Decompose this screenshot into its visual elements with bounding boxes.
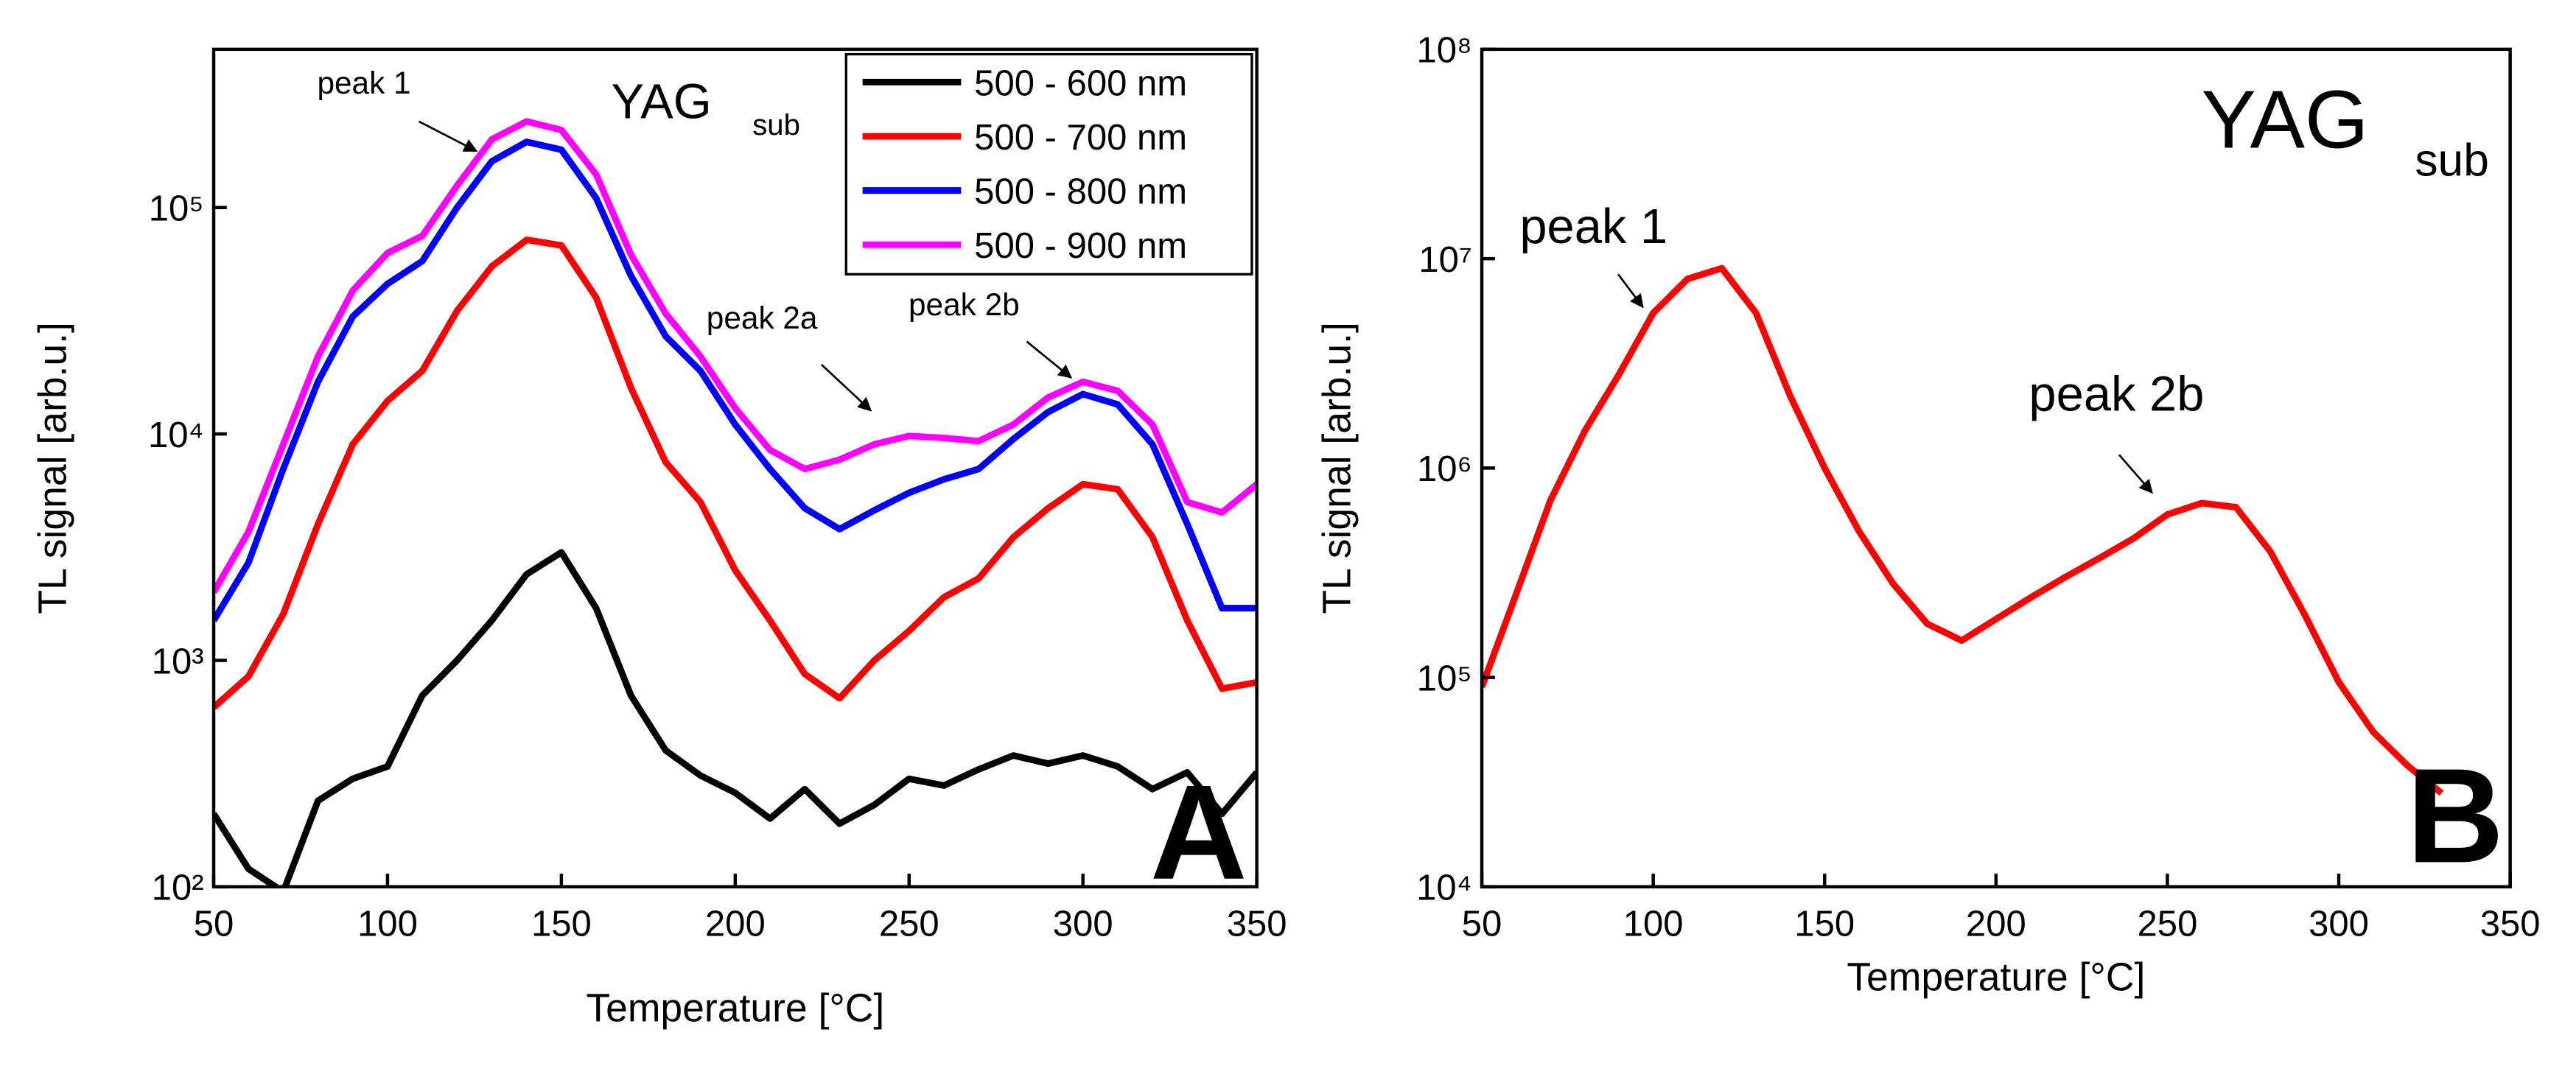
annotation-arrow xyxy=(2118,454,2153,494)
x-tick-label: 150 xyxy=(1794,905,1855,944)
x-tick-label: 350 xyxy=(1227,905,1287,944)
chart-title-subscript: sub xyxy=(752,108,800,141)
plot-lines xyxy=(1482,264,2444,796)
y-tick-label: 10⁸ xyxy=(1416,31,1471,71)
y-tick-label: 10⁶ xyxy=(1417,449,1472,489)
y-axis-label: TL signal [arb.u.] xyxy=(1316,322,1359,614)
annotation: peak 2b xyxy=(2029,366,2204,421)
plot-frame xyxy=(1480,47,2512,889)
chart-title: YAG xyxy=(2202,74,2369,166)
legend-label: 500 - 700 nm xyxy=(974,118,1187,158)
y-axis-label: TL signal [arb.u.] xyxy=(31,322,74,614)
y-tick-label: 10⁵ xyxy=(1417,659,1472,698)
legend-label: 500 - 800 nm xyxy=(974,172,1187,211)
data-line xyxy=(1482,264,2444,796)
annotation-arrow xyxy=(820,363,872,412)
x-tick-label: 250 xyxy=(2138,905,2198,944)
x-tick-label: 350 xyxy=(2480,905,2541,944)
x-axis-label: Temperature [°C] xyxy=(586,987,884,1031)
x-tick-label: 250 xyxy=(879,905,939,944)
chart-title: YAG xyxy=(612,74,712,130)
data-line xyxy=(214,236,1257,710)
plot-lines xyxy=(214,118,1257,887)
x-tick-label: 100 xyxy=(1623,905,1684,944)
annotation: peak 1 xyxy=(1519,199,1667,254)
annotation-arrow xyxy=(1026,340,1073,379)
x-tick-label: 300 xyxy=(2309,905,2369,944)
legend-label: 500 - 600 nm xyxy=(974,63,1187,103)
y-tick-label: 10⁵ xyxy=(149,189,204,229)
chart-title-subscript: sub xyxy=(2415,135,2489,186)
x-tick-label: 200 xyxy=(1966,905,2026,944)
x-tick-label: 150 xyxy=(531,905,592,944)
x-tick-label: 100 xyxy=(357,905,418,944)
y-tick-label: 10² xyxy=(152,868,204,908)
panel-label: A xyxy=(1150,757,1247,908)
x-tick-label: 200 xyxy=(705,905,766,944)
legend-box xyxy=(844,52,1253,275)
data-line xyxy=(214,549,1257,887)
x-tick-label: 300 xyxy=(1053,905,1113,944)
annotation-arrow xyxy=(419,120,478,152)
y-tick-label: 10⁷ xyxy=(1418,240,1471,280)
panel-label: B xyxy=(2407,740,2504,891)
annotation: peak 2b xyxy=(909,287,1020,322)
legend-label: 500 - 900 nm xyxy=(974,226,1187,266)
x-tick-label: 50 xyxy=(1462,905,1502,944)
y-tick-label: 10⁴ xyxy=(148,415,204,455)
y-tick-label: 10³ xyxy=(152,642,204,681)
data-line xyxy=(214,138,1257,622)
x-tick-label: 50 xyxy=(194,905,234,944)
annotation: peak 2a xyxy=(707,301,818,335)
data-line xyxy=(214,118,1257,594)
y-tick-label: 10⁴ xyxy=(1416,868,1472,908)
annotation-arrow xyxy=(1617,273,1644,309)
x-axis-label: Temperature [°C] xyxy=(1847,955,2145,999)
annotation: peak 1 xyxy=(317,66,410,100)
